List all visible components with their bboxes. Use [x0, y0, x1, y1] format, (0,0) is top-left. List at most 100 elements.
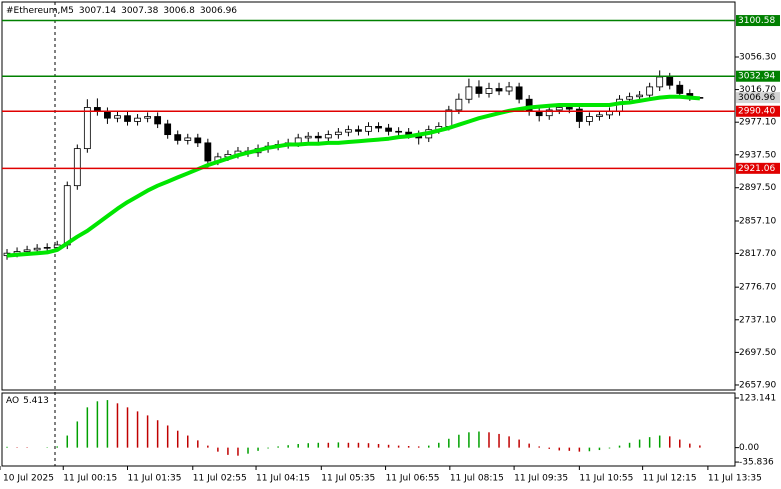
- candle-body: [475, 86, 483, 94]
- level-label-box: [736, 162, 780, 174]
- candle-body: [314, 135, 322, 139]
- candle-body: [63, 185, 71, 246]
- level-label-box: [736, 105, 780, 117]
- level-label: 2921.06: [738, 164, 775, 174]
- candle-body: [505, 86, 513, 92]
- ao-frame: [1, 392, 736, 467]
- ao-tick-label: 123.141: [739, 394, 776, 404]
- ao-tick-label: -35.836: [739, 458, 774, 468]
- price-label: 3006.96: [738, 93, 775, 103]
- candle-body: [535, 111, 543, 117]
- candle-body: [586, 116, 593, 122]
- candle-body: [565, 107, 573, 110]
- header-high: 3007.38: [121, 6, 158, 16]
- x-tick-label: 11 Jul 06:55: [386, 474, 440, 484]
- candle-body: [555, 107, 563, 111]
- candle-body: [465, 86, 473, 100]
- candle-body: [294, 137, 302, 144]
- candle-body: [385, 127, 392, 132]
- candle-body: [334, 131, 342, 136]
- candle-body: [375, 125, 382, 129]
- x-tick-label: 11 Jul 13:35: [708, 474, 762, 484]
- candle-body: [345, 129, 352, 133]
- header-symbol: #Ethereum,M5: [6, 6, 74, 16]
- candle-body: [33, 247, 41, 251]
- x-tick-label: 11 Jul 08:15: [450, 474, 504, 484]
- candle-body: [134, 117, 141, 122]
- y-tick-label: 3016.70: [739, 85, 776, 95]
- level-label-box: [736, 70, 780, 82]
- candle-body: [114, 115, 121, 119]
- ao-value: 5.413: [23, 396, 49, 406]
- y-tick-label: 2657.90: [739, 380, 776, 390]
- candle-body: [445, 109, 453, 127]
- ao-title: AO 5.413: [6, 396, 49, 406]
- y-tick-label: 2857.10: [739, 216, 776, 226]
- candle-body: [545, 109, 553, 117]
- candle-body: [304, 135, 312, 139]
- y-tick-label: 2897.50: [739, 183, 776, 193]
- ao-tick-label: 0.00: [739, 443, 759, 453]
- x-tick-label: 11 Jul 04:15: [256, 474, 310, 484]
- level-label: 2990.40: [738, 107, 775, 117]
- x-tick-label: 11 Jul 12:15: [643, 474, 697, 484]
- y-tick-label: 2937.50: [739, 150, 776, 160]
- candle-body: [174, 134, 182, 141]
- header-low: 3006.8: [163, 6, 195, 16]
- candle-body: [104, 111, 111, 119]
- x-tick-label: 11 Jul 00:15: [63, 474, 117, 484]
- candle-body: [636, 94, 644, 98]
- marks: 3056.30 3016.70 2977.10 2937.50 2897.50 2857.…: [0, 15, 780, 484]
- candle-body: [355, 129, 362, 132]
- candle-body: [154, 116, 162, 125]
- candle-body: [666, 76, 674, 86]
- main-frame: [1, 1, 736, 391]
- candle-body: [656, 76, 664, 88]
- candle-body: [495, 88, 503, 92]
- candle-body: [485, 88, 493, 94]
- level-label: 3032.94: [738, 72, 775, 82]
- header-open: 3007.14: [79, 6, 116, 16]
- candle-body: [365, 125, 372, 132]
- moving-average: [6, 94, 701, 258]
- x-tick-label: 11 Jul 02:55: [193, 474, 247, 484]
- candle-body: [184, 137, 192, 141]
- candle-body: [395, 130, 403, 133]
- candle-body: [626, 96, 633, 100]
- candle-body: [455, 98, 463, 111]
- level-label: 3100.58: [738, 16, 775, 26]
- candle-body: [324, 134, 332, 139]
- y-tick-label: 2817.70: [739, 249, 776, 259]
- level-label-box: [736, 15, 780, 27]
- y-tick-label: 2776.70: [739, 283, 776, 293]
- header-close: 3006.96: [200, 6, 237, 16]
- x-tick-label: 10 Jul 2025: [3, 474, 54, 484]
- y-tick-label: 2697.50: [739, 348, 776, 358]
- candle-body: [575, 108, 583, 122]
- y-tick-label: 2977.10: [739, 118, 776, 128]
- candle-body: [204, 142, 212, 162]
- candle-body: [646, 86, 654, 96]
- x-tick-label: 11 Jul 01:35: [128, 474, 182, 484]
- ao-name: AO: [6, 396, 19, 406]
- candle-body: [676, 84, 684, 94]
- candle-body: [515, 86, 523, 100]
- candle-body: [73, 148, 81, 187]
- x-tick-label: 11 Jul 10:55: [579, 474, 633, 484]
- header: #Ethereum,M5 3007.14 3007.38 3006.8 3006.96: [6, 6, 237, 16]
- candle-body: [194, 137, 202, 144]
- x-tick-label: 11 Jul 05:35: [321, 474, 375, 484]
- candle-body: [596, 114, 603, 117]
- candle-body: [606, 111, 613, 116]
- candle-body: [144, 116, 151, 119]
- candle-body: [124, 115, 131, 122]
- candle-body: [83, 107, 91, 150]
- candle-body: [164, 123, 172, 136]
- candle-body: [43, 247, 51, 249]
- x-tick-label: 11 Jul 09:35: [514, 474, 568, 484]
- candle-body: [23, 249, 31, 252]
- y-tick-label: 3056.30: [739, 52, 776, 62]
